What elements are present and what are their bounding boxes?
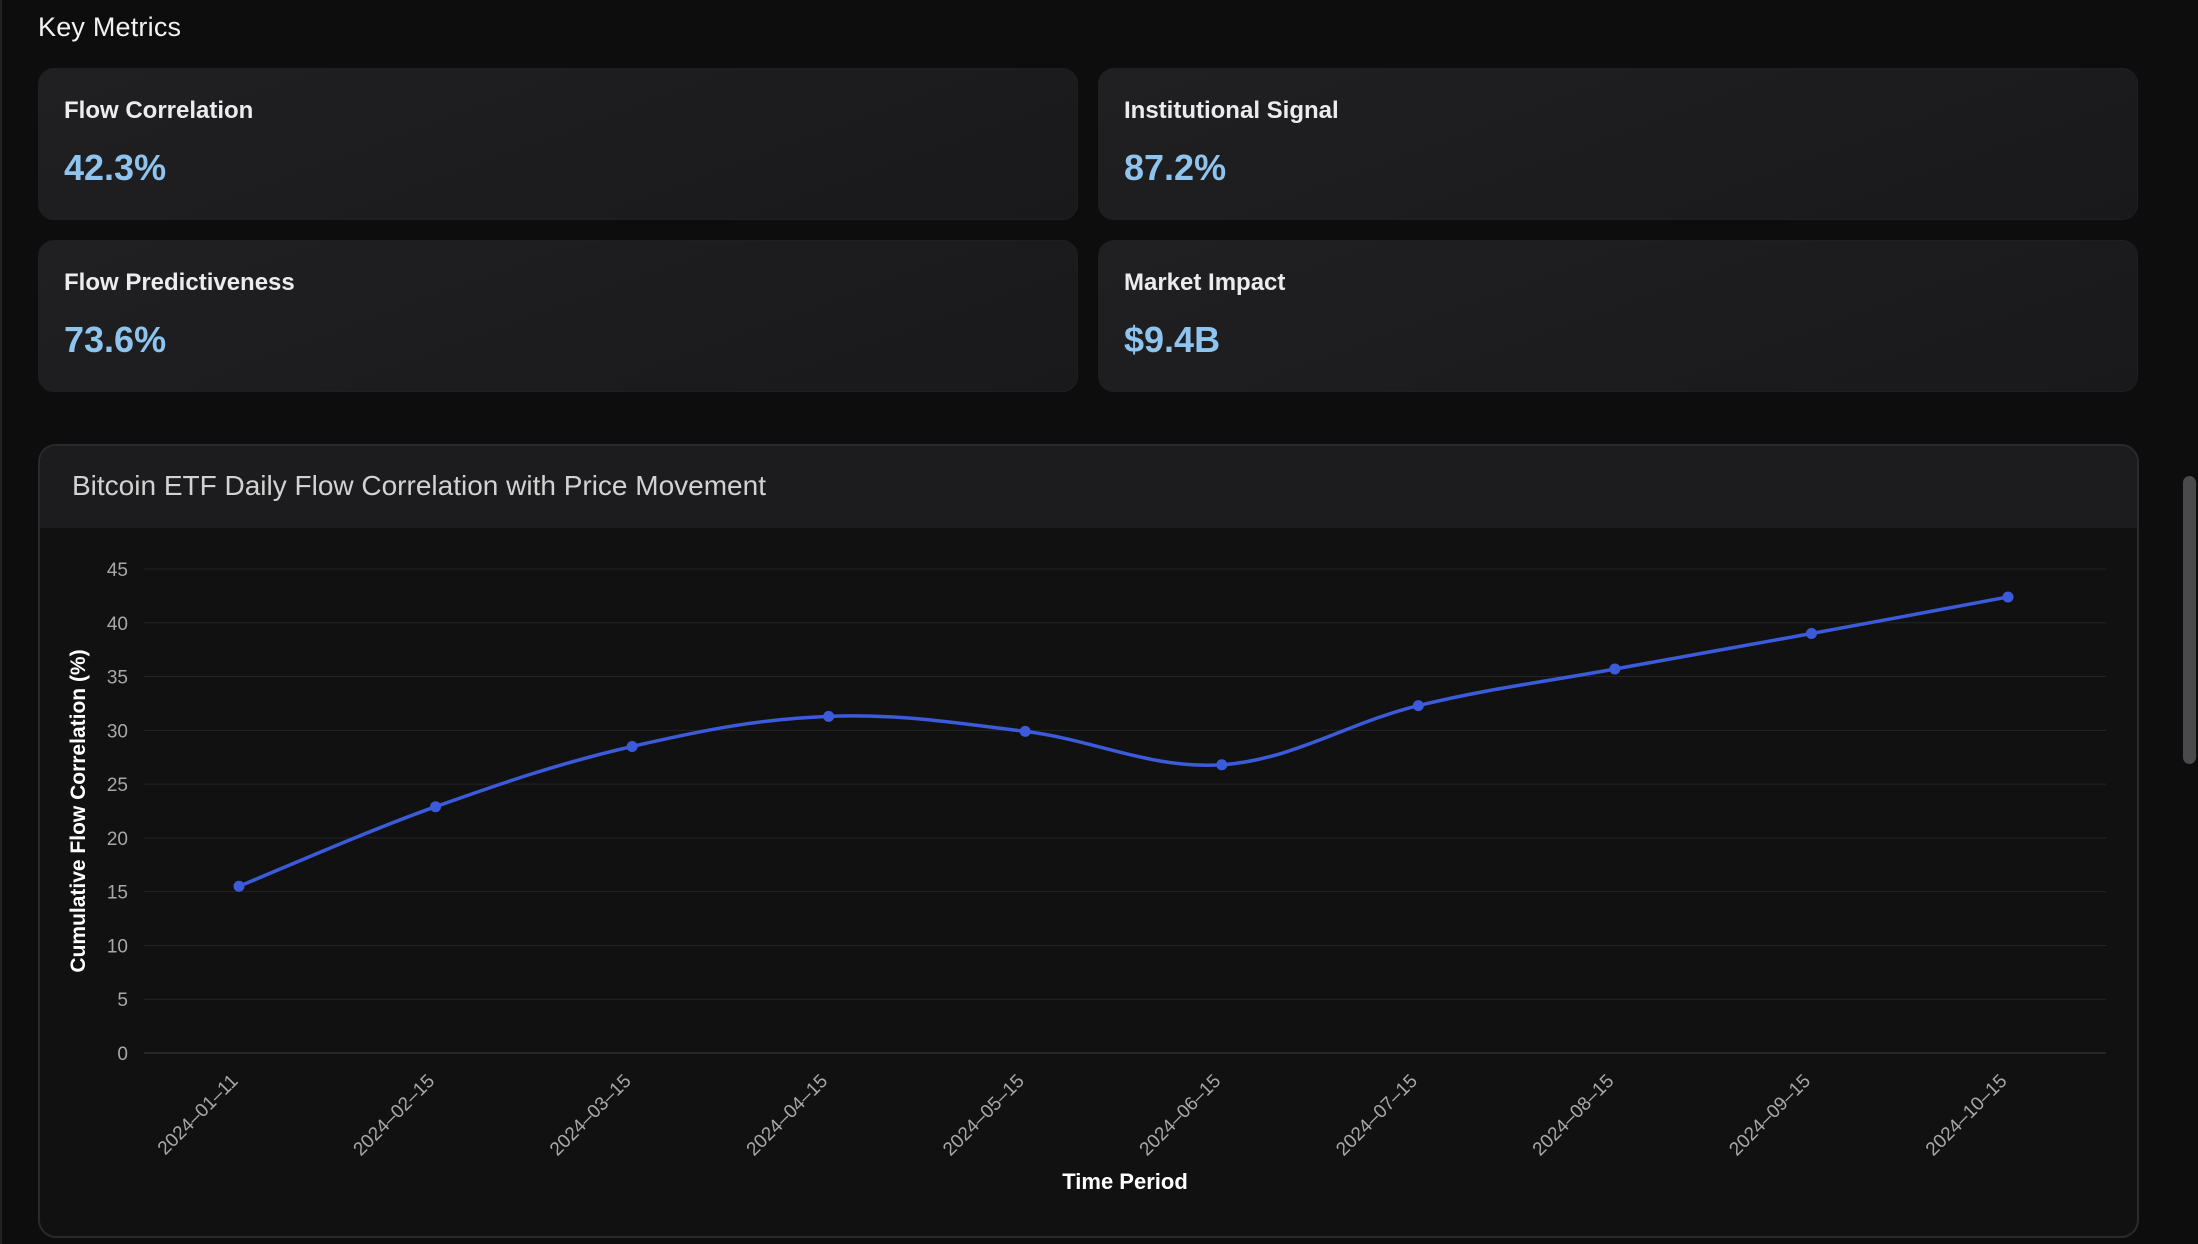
data-point (1609, 663, 1621, 675)
data-point (233, 880, 245, 892)
x-tick-label: 2024–03–15 (546, 1071, 636, 1161)
data-point (1216, 759, 1228, 771)
metric-value: $9.4B (1124, 319, 1221, 360)
y-tick-label: 30 (107, 721, 128, 742)
series-line (237, 595, 2010, 889)
y-tick-label: 35 (107, 668, 128, 689)
y-tick-label: 45 (107, 560, 128, 581)
chart-header: Bitcoin ETF Daily Flow Correlation with … (40, 446, 2137, 528)
metric-value: 73.6% (64, 319, 167, 360)
x-tick-label: 2024–09–15 (1725, 1071, 1815, 1161)
y-tick-label: 20 (107, 829, 128, 850)
data-point (430, 801, 442, 813)
x-tick-label: 2024–01–11 (154, 1071, 243, 1160)
y-tick-label: 5 (117, 990, 128, 1011)
chart-title: Bitcoin ETF Daily Flow Correlation with … (72, 470, 766, 501)
section-title: Key Metrics (38, 12, 182, 42)
x-tick-label: 2024–04–15 (743, 1071, 833, 1161)
y-tick-label: 15 (107, 883, 128, 904)
left-divider (0, 0, 2, 1244)
x-tick-label: 2024–07–15 (1332, 1071, 1422, 1161)
y-tick-label: 10 (107, 936, 128, 957)
x-tick-label: 2024–05–15 (939, 1071, 1029, 1161)
metric-value: 42.3% (64, 147, 167, 188)
data-point (1412, 700, 1424, 712)
metric-card-institutional-signal: Institutional Signal 87.2% (1098, 68, 2138, 220)
metric-label: Market Impact (1124, 269, 1286, 296)
metric-label: Flow Predictiveness (64, 269, 295, 296)
metric-card-flow-correlation: Flow Correlation 42.3% (38, 68, 1078, 220)
data-point (626, 740, 638, 752)
metric-value: 87.2% (1124, 147, 1227, 188)
x-tick-label: 2024–08–15 (1529, 1071, 1619, 1161)
scrollbar-thumb[interactable] (2183, 476, 2196, 764)
y-axis-title: Cumulative Flow Correlation (%) (67, 649, 90, 972)
x-tick-label: 2024–10–15 (1922, 1071, 2012, 1161)
line-chart: 0 5 10 15 20 25 30 35 40 45 2024–01–11 2024–02–15 20… (67, 560, 2106, 1194)
data-point (1805, 628, 1817, 640)
metric-card-market-impact: Market Impact $9.4B (1098, 240, 2138, 392)
x-tick-label: 2024–06–15 (1136, 1071, 1226, 1161)
data-point (2002, 591, 2014, 603)
y-tick-label: 40 (107, 614, 128, 635)
data-point (823, 710, 835, 722)
x-axis-title: Time Period (1062, 1169, 1188, 1194)
metric-label: Flow Correlation (64, 97, 254, 124)
metric-card-flow-predictiveness: Flow Predictiveness 73.6% (38, 240, 1078, 392)
data-point (1019, 725, 1031, 737)
chart-panel: Bitcoin ETF Daily Flow Correlation with … (38, 444, 2139, 1238)
x-tick-label: 2024–02–15 (350, 1071, 440, 1161)
metric-label: Institutional Signal (1124, 97, 1339, 124)
y-tick-label: 0 (117, 1044, 128, 1065)
y-tick-label: 25 (107, 775, 128, 796)
